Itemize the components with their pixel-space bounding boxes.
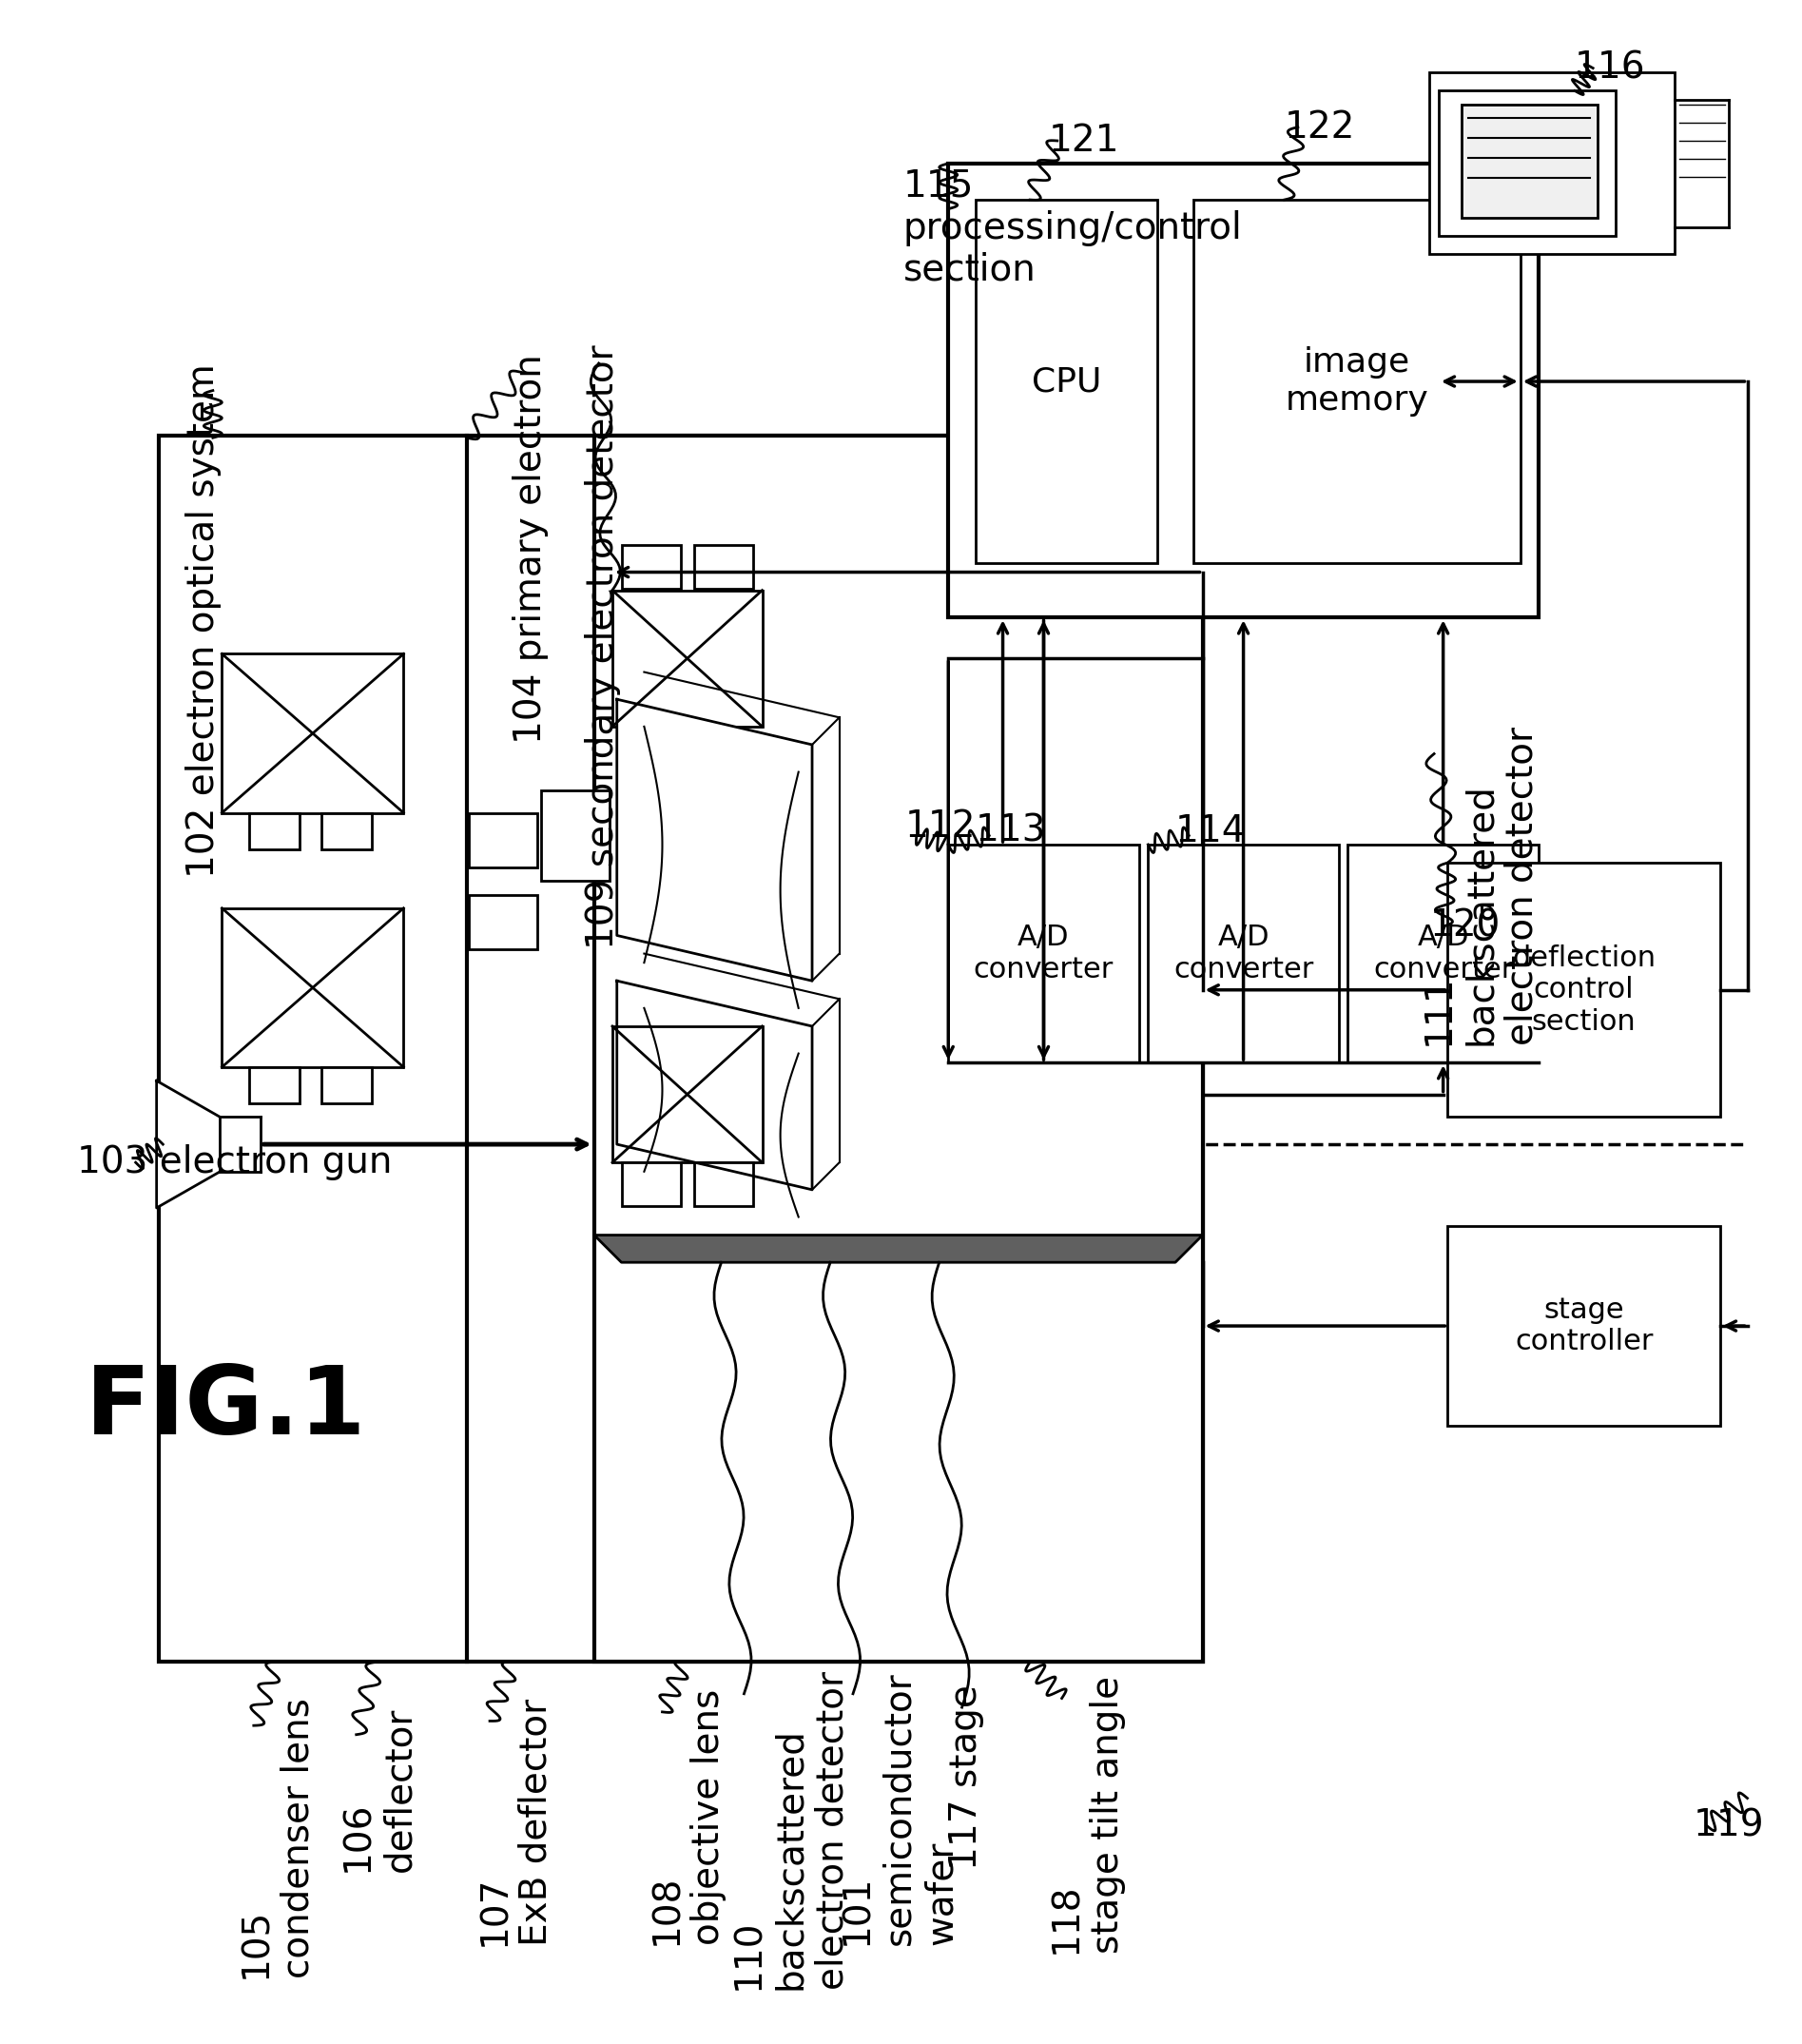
Bar xyxy=(613,1026,762,1163)
Text: deflection
control
section: deflection control section xyxy=(1512,944,1656,1036)
Text: 108
objective lens: 108 objective lens xyxy=(649,1688,726,1946)
Bar xyxy=(1447,863,1721,1118)
Bar xyxy=(622,546,681,589)
Text: A/D
converter: A/D converter xyxy=(1173,924,1314,983)
Text: FIG.1: FIG.1 xyxy=(86,1361,366,1455)
Bar xyxy=(323,814,371,848)
Text: 116: 116 xyxy=(1575,49,1645,86)
Text: stage
controller: stage controller xyxy=(1515,1296,1652,1355)
Bar xyxy=(1461,104,1598,219)
Bar xyxy=(469,895,537,948)
Text: 110
backscattered
electron detector: 110 backscattered electron detector xyxy=(730,1672,851,1989)
Text: 119: 119 xyxy=(1692,1807,1764,1844)
Bar xyxy=(613,591,762,726)
Text: 101
semiconductor
wafer: 101 semiconductor wafer xyxy=(840,1672,959,1944)
Text: 115
processing/control
section: 115 processing/control section xyxy=(903,168,1242,288)
Text: 109 secondary electron detector: 109 secondary electron detector xyxy=(586,345,622,950)
Bar xyxy=(1148,844,1339,1063)
Bar xyxy=(948,164,1539,617)
Bar xyxy=(694,1163,753,1206)
Bar xyxy=(249,1067,299,1104)
Bar xyxy=(595,435,1202,1662)
Bar xyxy=(1438,90,1616,237)
Bar xyxy=(1429,74,1674,253)
Bar xyxy=(948,844,1139,1063)
Text: 102 electron optical system: 102 electron optical system xyxy=(186,364,222,877)
Bar xyxy=(222,654,404,814)
Bar xyxy=(622,1163,681,1206)
Text: 122: 122 xyxy=(1285,108,1355,145)
Bar xyxy=(1348,844,1539,1063)
Text: 118
stage tilt angle: 118 stage tilt angle xyxy=(1049,1676,1126,1954)
Bar xyxy=(323,1067,371,1104)
Text: 106
deflector: 106 deflector xyxy=(341,1707,418,1872)
Bar xyxy=(1193,200,1521,562)
Text: 104 primary electron: 104 primary electron xyxy=(512,354,548,744)
Polygon shape xyxy=(616,699,813,981)
Text: 121: 121 xyxy=(1049,123,1119,159)
Bar xyxy=(975,200,1157,562)
Text: 103 electron gun: 103 electron gun xyxy=(77,1145,391,1181)
Text: 112: 112 xyxy=(905,807,975,844)
Text: image
memory: image memory xyxy=(1285,347,1429,417)
Bar xyxy=(469,814,537,867)
Polygon shape xyxy=(157,1081,220,1208)
Text: A/D
converter: A/D converter xyxy=(1373,924,1514,983)
Bar xyxy=(542,791,609,881)
Text: 105
condenser lens: 105 condenser lens xyxy=(238,1699,317,1979)
Text: 114: 114 xyxy=(1175,814,1247,848)
Bar xyxy=(1447,1226,1721,1427)
Polygon shape xyxy=(616,981,813,1190)
Text: 113: 113 xyxy=(975,814,1047,848)
Text: 120: 120 xyxy=(1429,908,1501,944)
Text: 111
backscattered
electron detector: 111 backscattered electron detector xyxy=(1420,726,1541,1044)
Text: 107
ExB deflector: 107 ExB deflector xyxy=(476,1699,555,1946)
Bar xyxy=(694,546,753,589)
Text: A/D
converter: A/D converter xyxy=(973,924,1114,983)
Text: 117 stage: 117 stage xyxy=(948,1684,984,1870)
Bar xyxy=(249,814,299,848)
Text: CPU: CPU xyxy=(1031,366,1101,399)
Bar xyxy=(159,435,1202,1662)
Bar xyxy=(222,908,404,1067)
Polygon shape xyxy=(595,1235,1202,1263)
